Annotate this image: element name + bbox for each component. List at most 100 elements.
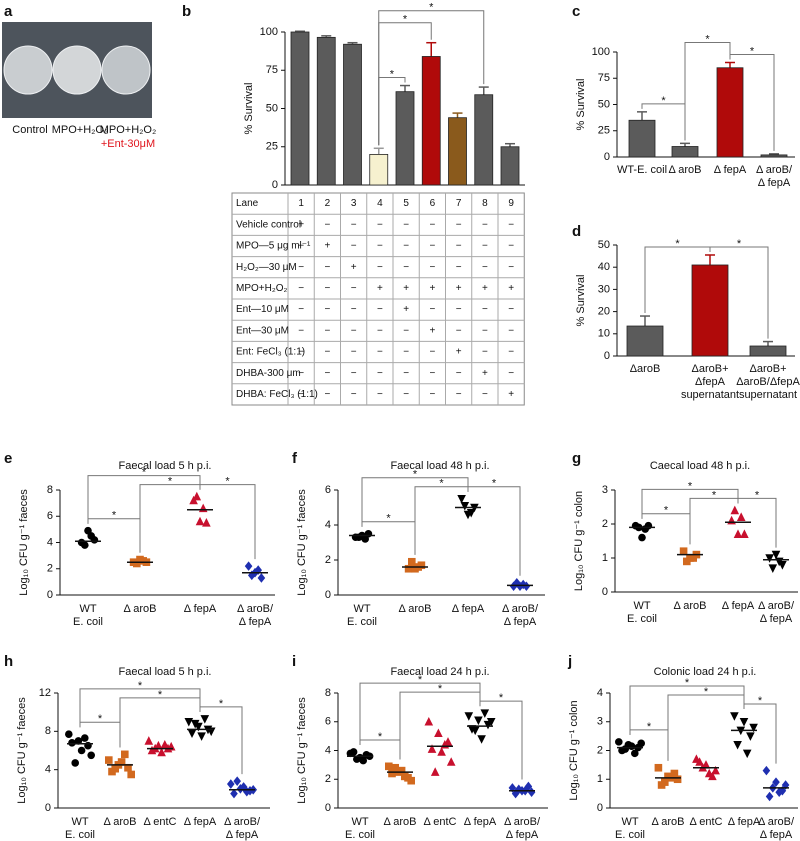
table-cell: − [377, 347, 383, 358]
point [397, 766, 406, 775]
table-cell: DHBA-300 μm [236, 368, 301, 379]
x-tick-label: Δ entC [689, 816, 722, 828]
table-cell: + [508, 389, 514, 400]
chart-title: Caecal load 48 h p.i. [650, 460, 750, 472]
table-cell: − [298, 347, 304, 358]
y-tick-label: 4 [325, 519, 331, 531]
point [768, 564, 778, 573]
y-axis-label: % Survival [575, 79, 587, 131]
point [711, 765, 720, 775]
x-tick-label: Δ aroB/ [224, 816, 261, 828]
table-cell: − [298, 389, 304, 400]
x-tick-label: WT [633, 600, 650, 612]
chart-title: Faecal load 24 h p.i. [390, 666, 489, 678]
point [457, 494, 466, 504]
table-cell: − [403, 262, 409, 273]
plate-label: +Ent-30μM [101, 138, 155, 150]
point [631, 749, 639, 758]
point [385, 762, 393, 771]
point [424, 716, 434, 726]
plate-label: MPO+H₂O₂ [100, 124, 157, 136]
point [730, 712, 739, 721]
table-header: 6 [430, 198, 436, 209]
y-tick-label: 6 [47, 510, 53, 522]
point [411, 564, 419, 573]
x-tick-label: WT [353, 603, 370, 615]
y-tick-label: 1 [602, 552, 608, 564]
table-cell: − [324, 304, 330, 315]
x-tick-label: Δ aroB [668, 164, 701, 176]
y-axis-label: Log₁₀ CFU g⁻¹ faeces [16, 697, 28, 804]
y-tick-label: 30 [598, 283, 610, 295]
panel-letter: i [292, 653, 296, 670]
point [192, 491, 202, 501]
panel-letter: f [292, 450, 298, 467]
panel-letter: e [4, 450, 12, 467]
y-tick-label: 0 [47, 589, 53, 601]
table-cell: − [403, 219, 409, 230]
bar [626, 325, 664, 357]
point [727, 515, 736, 525]
table-cell: Vehicle control [236, 219, 301, 230]
x-tick-label: Δ entC [143, 816, 176, 828]
point [81, 734, 89, 742]
table-cell: − [298, 262, 304, 273]
table-cell: − [324, 368, 330, 379]
y-tick-label: 50 [266, 102, 278, 114]
y-tick-label: 8 [47, 484, 53, 496]
point [430, 767, 440, 776]
significance-label: * [403, 14, 408, 26]
point [407, 776, 415, 785]
y-tick-label: 0 [597, 802, 603, 814]
bar [749, 345, 787, 357]
point [686, 554, 694, 562]
point [749, 723, 758, 733]
table-cell: − [508, 325, 514, 336]
x-tick-label: WT [79, 603, 96, 615]
point [673, 775, 682, 784]
point [417, 561, 426, 570]
point [71, 759, 79, 767]
significance-label: * [688, 480, 693, 492]
table-cell: − [351, 325, 357, 336]
point [463, 510, 473, 520]
significance-label: * [712, 489, 717, 501]
bar [760, 154, 788, 158]
chart-title: Faecal load 5 h p.i. [119, 460, 212, 472]
table-cell: + [298, 219, 304, 230]
table-header: 5 [403, 198, 409, 209]
x-tick-label: E. coil [73, 616, 103, 628]
significance-bracket [667, 694, 745, 761]
point [771, 550, 781, 560]
x-tick-label: Δ fepA [464, 816, 497, 828]
x-tick-label: Δ aroB [651, 816, 684, 828]
point [644, 521, 653, 530]
table-cell: − [377, 304, 383, 315]
significance-bracket [467, 486, 521, 576]
table-cell: − [324, 262, 330, 273]
y-tick-label: 0 [325, 802, 331, 814]
significance-label: * [758, 695, 763, 707]
plate [101, 45, 151, 95]
table-cell: − [429, 304, 435, 315]
table-cell: + [403, 283, 409, 294]
table-cell: − [508, 262, 514, 273]
significance-bracket [629, 685, 745, 735]
significance-label: * [661, 95, 666, 107]
table-cell: + [377, 283, 383, 294]
x-tick-label: Δ aroB [398, 603, 431, 615]
table-cell: − [429, 262, 435, 273]
point [477, 735, 486, 744]
table-cell: − [403, 368, 409, 379]
table-cell: − [403, 325, 409, 336]
table-header: 2 [325, 198, 331, 209]
table-cell: − [298, 325, 304, 336]
table-cell: − [429, 347, 435, 358]
table-cell: − [429, 219, 435, 230]
point [460, 501, 470, 511]
point [621, 745, 629, 753]
table-cell: + [429, 283, 435, 294]
table-cell: − [456, 304, 462, 315]
point [87, 751, 95, 760]
point [77, 746, 86, 755]
